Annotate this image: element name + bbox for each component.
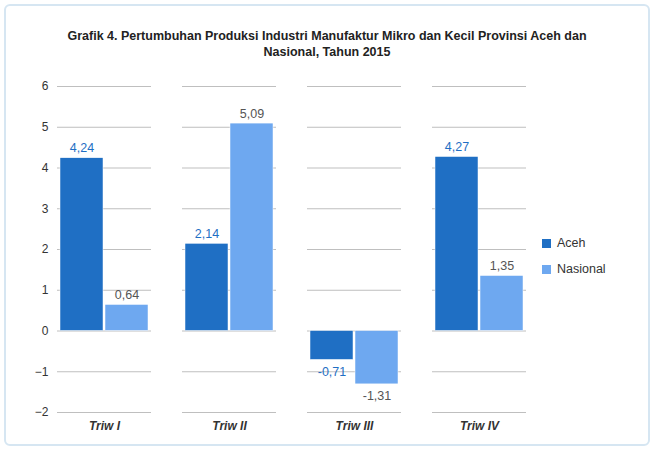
svg-text:−1: −1 <box>35 365 49 379</box>
svg-text:4: 4 <box>42 161 49 175</box>
svg-text:4,27: 4,27 <box>445 140 469 154</box>
svg-text:Triw I: Triw I <box>89 419 121 433</box>
html-text:Nasional: Nasional <box>557 262 606 276</box>
html-text:Aceh: Aceh <box>557 236 586 250</box>
svg-text:6: 6 <box>42 79 49 93</box>
svg-text:4,24: 4,24 <box>70 141 94 155</box>
svg-text:3: 3 <box>42 202 49 216</box>
svg-text:Triw IV: Triw IV <box>460 419 500 433</box>
html-text:Grafik 4. Pertumbuhan Produksi: Grafik 4. Pertumbuhan Produksi Industri … <box>67 29 587 59</box>
svg-text:0,64: 0,64 <box>115 288 139 302</box>
svg-text:-0,71: -0,71 <box>318 365 347 379</box>
svg-text:5,09: 5,09 <box>240 107 264 121</box>
svg-text:1,35: 1,35 <box>490 259 514 273</box>
svg-text:Triw III: Triw III <box>336 419 374 433</box>
svg-text:2: 2 <box>42 242 49 256</box>
svg-text:5: 5 <box>42 120 49 134</box>
svg-text:1: 1 <box>42 283 49 297</box>
svg-text:−2: −2 <box>35 405 49 419</box>
svg-text:Triw II: Triw II <box>212 419 247 433</box>
svg-text:-1,31: -1,31 <box>363 389 392 403</box>
svg-text:2,14: 2,14 <box>195 227 219 241</box>
svg-text:0: 0 <box>42 324 49 338</box>
